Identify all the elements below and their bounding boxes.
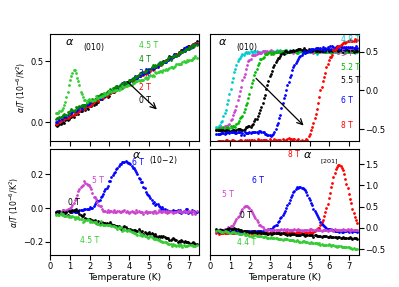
Text: $\alpha$: $\alpha$ xyxy=(132,150,141,160)
Text: 6 T: 6 T xyxy=(341,96,353,106)
Text: 4 T: 4 T xyxy=(139,55,151,64)
Text: $(010)$: $(010)$ xyxy=(83,41,105,53)
Text: 8 T: 8 T xyxy=(288,150,300,159)
Text: 5 T: 5 T xyxy=(91,176,103,185)
Text: 5 T: 5 T xyxy=(341,49,353,58)
Text: 5.2 T: 5.2 T xyxy=(341,63,360,71)
Text: 8 T: 8 T xyxy=(341,121,353,130)
Text: 2 T: 2 T xyxy=(139,83,151,92)
Text: $\alpha$: $\alpha$ xyxy=(302,150,312,160)
Text: 0 T: 0 T xyxy=(139,96,151,106)
Text: 0 T: 0 T xyxy=(240,211,252,220)
Y-axis label: $\alpha/T\ (10^{-6}/\mathrm{K}^2)$: $\alpha/T\ (10^{-6}/\mathrm{K}^2)$ xyxy=(7,177,21,228)
Text: $(010)$: $(010)$ xyxy=(236,41,258,53)
Text: 0 T: 0 T xyxy=(68,199,79,208)
Text: $\alpha$: $\alpha$ xyxy=(218,37,227,47)
Text: 6 T: 6 T xyxy=(252,176,264,185)
Text: 6 T: 6 T xyxy=(132,158,144,167)
Text: 4.5 T: 4.5 T xyxy=(80,236,99,245)
X-axis label: Temperature (K): Temperature (K) xyxy=(88,274,161,282)
Text: 4.5 T: 4.5 T xyxy=(139,41,158,50)
Text: 4.8 T: 4.8 T xyxy=(341,35,360,44)
Y-axis label: $\alpha/T\ (10^{-6}/\mathrm{K}^2)$: $\alpha/T\ (10^{-6}/\mathrm{K}^2)$ xyxy=(14,62,28,113)
Text: 4.4 T: 4.4 T xyxy=(237,238,256,247)
Text: 3 T: 3 T xyxy=(139,69,151,78)
Text: 5.5 T: 5.5 T xyxy=(341,76,360,85)
Text: 5 T: 5 T xyxy=(222,190,234,199)
Text: $\alpha$: $\alpha$ xyxy=(65,37,74,47)
Text: $(10\!-\!2)$: $(10\!-\!2)$ xyxy=(150,154,178,166)
X-axis label: Temperature (K): Temperature (K) xyxy=(248,274,321,282)
Text: $_{[201]}$: $_{[201]}$ xyxy=(320,158,339,167)
